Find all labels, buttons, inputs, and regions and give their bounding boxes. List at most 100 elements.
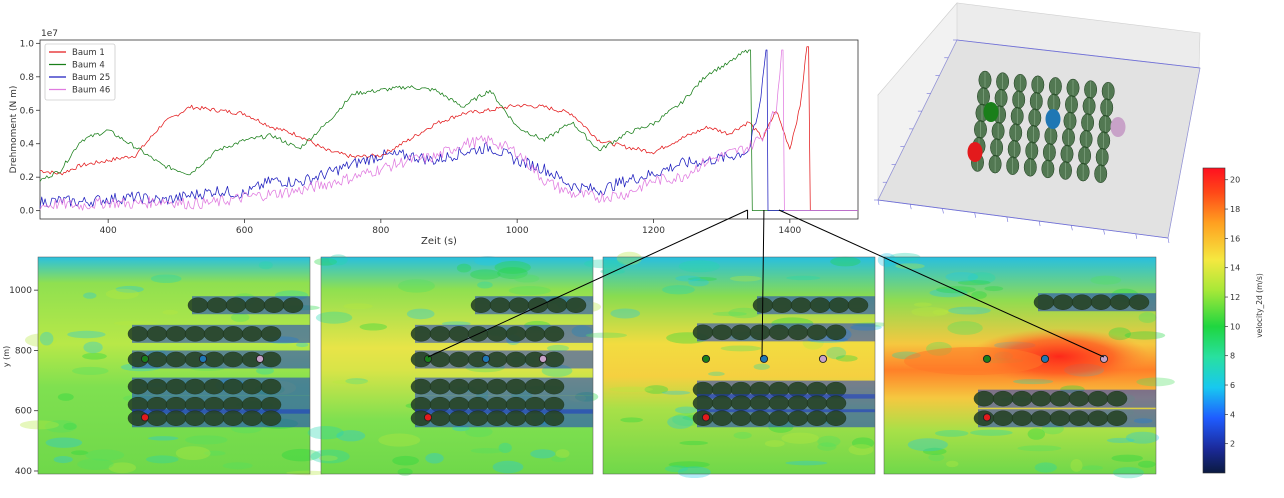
flow-texture (720, 345, 762, 352)
y-tick-label: 0.6 (20, 106, 35, 116)
flow-texture (332, 379, 371, 385)
flow-texture (945, 272, 979, 282)
colorbar-tick-label: 18 (1230, 205, 1240, 214)
colorbar-label: velocity_2d (m/s) (1255, 273, 1264, 338)
turbine-disc (524, 410, 546, 426)
flow-texture (492, 460, 524, 474)
flow-texture (343, 303, 373, 310)
turbine-disc (203, 326, 225, 342)
turbine-disc (222, 378, 244, 395)
turbine-disc (768, 324, 790, 341)
turbine-disc (546, 297, 568, 313)
turbine-disc (1106, 390, 1128, 407)
flow-texture (764, 440, 785, 448)
velocity-colorbar: 2 4 6 8 10 12 14 16 18 20 velocity_2d (m/s) (1202, 167, 1264, 474)
flow-texture (77, 458, 114, 470)
x-tick-label: 1400 (778, 226, 801, 236)
turbine-disc (749, 410, 771, 426)
marker-blue (759, 354, 769, 363)
flow-texture (494, 260, 531, 274)
legend-label-0: Baum 1 (72, 48, 105, 58)
marker-red (423, 413, 433, 422)
series-line-3 (39, 49, 858, 211)
marker-lilac (255, 354, 265, 363)
turbine-disc (1068, 410, 1090, 426)
turbine-disc (692, 324, 714, 341)
flow-texture (105, 288, 139, 300)
floor-edge-right (1167, 67, 1201, 239)
flow-texture (984, 286, 1004, 292)
flow-texture (63, 422, 77, 430)
flow-texture (328, 254, 348, 266)
flow-texture (397, 468, 413, 476)
marker-red (982, 413, 992, 422)
depth-tick (1071, 225, 1073, 231)
turbine-disc (524, 378, 546, 395)
flow-texture (45, 437, 83, 448)
highlight-tree-blue (1045, 109, 1061, 129)
turbine-disc (847, 297, 869, 313)
turbine-disc (263, 297, 285, 313)
depth-tick (1006, 216, 1009, 222)
colorbar-tick-label: 12 (1230, 293, 1240, 302)
turbine-disc (787, 395, 809, 411)
heatmap-y-tick-label: 1000 (9, 286, 32, 296)
flow-texture (67, 330, 106, 339)
flow-texture (551, 456, 567, 462)
flow-texture (530, 449, 556, 459)
flow-texture (345, 378, 369, 385)
colorbar-gradient (1202, 167, 1226, 474)
turbine-disc (467, 410, 489, 426)
flow-texture (712, 311, 747, 317)
flow-texture (1138, 312, 1157, 324)
x-axis-label: Zeit (s) (421, 236, 457, 247)
flow-texture (1034, 462, 1057, 473)
marker-green (982, 354, 992, 363)
turbine-disc (787, 324, 809, 341)
flow-texture (781, 432, 819, 444)
connector-line-1 (427, 209, 748, 358)
flow-texture (786, 275, 821, 281)
turbine-disc (206, 297, 228, 313)
connector-line-2 (761, 209, 765, 358)
flow-texture (57, 393, 74, 401)
turbine-disc (825, 410, 847, 426)
flow-texture (1090, 275, 1122, 285)
flow-texture (677, 466, 711, 479)
flow-texture (948, 306, 991, 315)
turbine-disc (790, 297, 812, 313)
turbine-disc (973, 390, 995, 407)
turbine-disc (165, 410, 187, 426)
y-tick-label: 0.0 (20, 207, 35, 217)
turbine-disc (1071, 294, 1093, 310)
turbine-disc (809, 297, 831, 313)
flow-texture (230, 312, 250, 322)
flow-texture (113, 320, 158, 326)
turbine-disc (429, 326, 451, 342)
flow-texture (318, 455, 338, 462)
heatmap-panel-1 (19, 256, 330, 476)
floor-edge-front (877, 199, 1169, 239)
flow-texture (83, 341, 103, 354)
flow-texture (620, 417, 644, 423)
legend-label-2: Baum 25 (72, 73, 110, 83)
flow-texture (971, 291, 987, 300)
flow-texture (708, 371, 725, 377)
flow-texture (53, 455, 73, 464)
turbine-disc (429, 378, 451, 395)
y-tick-label: 1.0 (20, 39, 35, 49)
turbine-disc (222, 351, 244, 368)
colorbar-tick-label: 16 (1230, 234, 1240, 243)
turbine-disc (806, 410, 828, 426)
y-scale-label: 1e7 (41, 29, 58, 39)
legend: Baum 1 Baum 4 Baum 25 Baum 46 (44, 43, 116, 101)
floor-edge-back (956, 39, 1201, 69)
flow-texture (729, 275, 762, 282)
flow-texture (835, 355, 858, 362)
turbine-disc (486, 410, 508, 426)
marker-red (140, 413, 150, 422)
flow-texture (256, 366, 274, 375)
turbine-disc (749, 395, 771, 411)
turbine-disc (543, 410, 565, 426)
